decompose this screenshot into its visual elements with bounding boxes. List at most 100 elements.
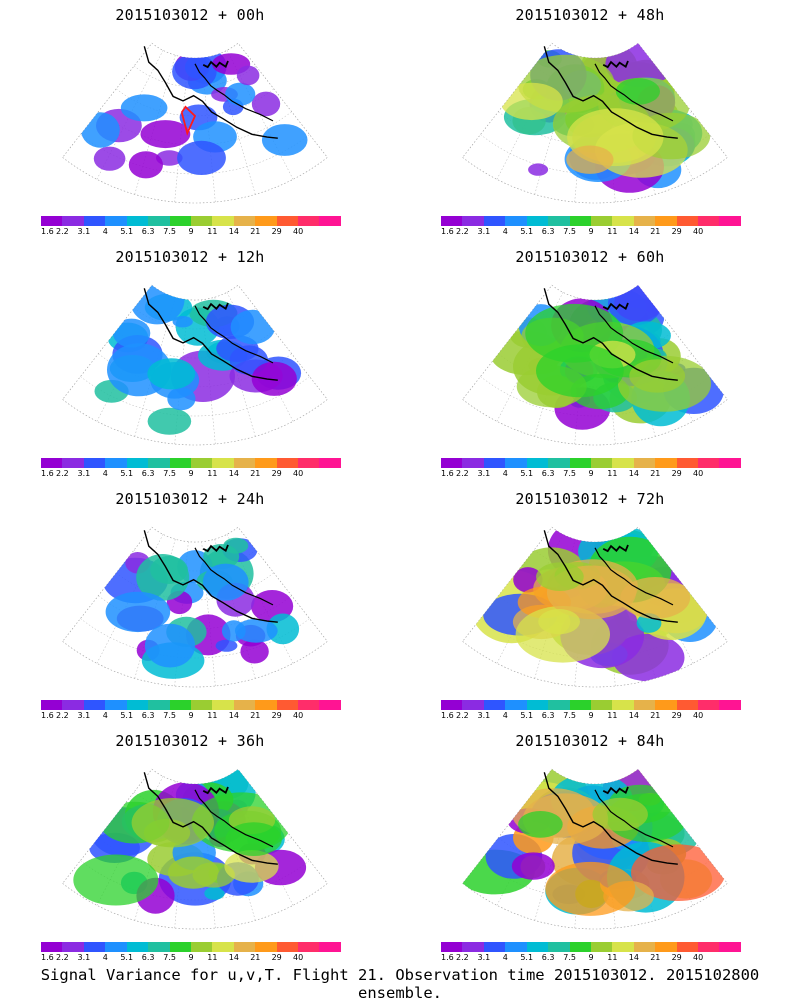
variance-contour bbox=[156, 150, 183, 166]
colorbar-label: 7.5 bbox=[563, 227, 576, 236]
coastline-arctic-islands bbox=[202, 544, 229, 553]
colorbar-label: 7.5 bbox=[163, 953, 176, 962]
panel-title: 2015103012 + 84h bbox=[515, 732, 665, 750]
variance-contour bbox=[615, 78, 660, 105]
variance-field bbox=[462, 769, 726, 916]
colorbar-label: 4 bbox=[102, 227, 108, 236]
variance-field bbox=[94, 285, 302, 435]
coastline-arctic-islands bbox=[602, 302, 629, 311]
variance-contour bbox=[73, 854, 159, 906]
variance-contour bbox=[629, 359, 686, 393]
map-canvas bbox=[462, 526, 728, 688]
colorbar-label: 9 bbox=[188, 953, 194, 962]
colorbar-label: 29 bbox=[671, 469, 682, 478]
colorbar-label: 3.1 bbox=[77, 469, 91, 478]
colorbar-label: 11 bbox=[607, 227, 618, 236]
colorbar-label: 14 bbox=[228, 227, 239, 236]
coastline bbox=[594, 305, 674, 364]
colorbar-swatch bbox=[526, 700, 549, 710]
colorbar-swatch bbox=[41, 942, 63, 952]
colorbar-swatches bbox=[441, 458, 741, 468]
colorbar-swatch bbox=[148, 458, 170, 468]
colorbar-label: 3.1 bbox=[477, 469, 491, 478]
coastline bbox=[143, 46, 278, 139]
colorbar-swatch bbox=[483, 700, 506, 710]
colorbar-swatch bbox=[676, 216, 699, 226]
variance-contour bbox=[240, 639, 269, 664]
variance-contour bbox=[112, 318, 151, 348]
colorbar: 1.6 2.2 3.1 4 5.1 6.3 7.5 9 11 14 21 29 40 bbox=[41, 942, 341, 968]
colorbar: 1.6 2.2 3.1 4 5.1 6.3 7.5 9 11 14 21 29 40 bbox=[41, 458, 341, 484]
colorbar-label: 6.3 bbox=[141, 953, 155, 962]
colorbar-label: 2.2 bbox=[456, 469, 469, 478]
colorbar-swatch bbox=[590, 458, 613, 468]
colorbar-label: 1.6 bbox=[441, 227, 454, 236]
panel-title: 2015103012 + 60h bbox=[515, 248, 665, 266]
colorbar-swatch bbox=[126, 458, 149, 468]
colorbar-swatch bbox=[105, 700, 127, 710]
colorbar-label: 29 bbox=[671, 953, 682, 962]
colorbar-swatch bbox=[169, 942, 191, 952]
variance-contour bbox=[192, 862, 235, 888]
colorbar: 1.6 2.2 3.1 4 5.1 6.3 7.5 9 11 14 21 29 40 bbox=[441, 216, 741, 242]
colorbar-swatch bbox=[298, 942, 320, 952]
coastline bbox=[143, 772, 278, 865]
colorbar-swatch bbox=[441, 458, 463, 468]
colorbar-swatch bbox=[633, 216, 656, 226]
colorbar-swatch bbox=[719, 216, 741, 226]
colorbar-swatch bbox=[105, 216, 127, 226]
colorbar-label: 11 bbox=[607, 953, 618, 962]
colorbar-label: 7.5 bbox=[563, 469, 576, 478]
coastline bbox=[594, 63, 674, 122]
colorbar-swatch bbox=[719, 942, 741, 952]
colorbar-labels: 1.6 2.2 3.1 4 5.1 6.3 7.5 9 11 14 21 29 40 bbox=[41, 227, 341, 239]
colorbar-label: 7.5 bbox=[563, 953, 576, 962]
map-panel: 2015103012 + 36h 1.6 2.2 3.1 4 5.1 6.3 7.5 9 11 1… bbox=[0, 726, 380, 968]
colorbar-swatch bbox=[212, 458, 234, 468]
colorbar-label: 3.1 bbox=[77, 711, 91, 720]
colorbar-label: 1.6 bbox=[441, 469, 454, 478]
colorbar-label: 9 bbox=[588, 469, 594, 478]
coastline bbox=[543, 288, 678, 381]
colorbar-label: 4 bbox=[102, 711, 108, 720]
colorbar-swatch bbox=[612, 942, 634, 952]
colorbar-swatch bbox=[441, 216, 463, 226]
colorbar-label: 2.2 bbox=[456, 227, 469, 236]
colorbar-swatch bbox=[148, 216, 170, 226]
colorbar-swatch bbox=[548, 700, 570, 710]
coastline-arctic-islands bbox=[602, 544, 629, 553]
colorbar-label: 4 bbox=[502, 711, 508, 720]
coastline-arctic-islands bbox=[602, 60, 629, 69]
colorbar-swatch bbox=[62, 700, 84, 710]
colorbar-swatch bbox=[676, 700, 699, 710]
variance-contour bbox=[172, 316, 193, 328]
colorbar-label: 4 bbox=[502, 227, 508, 236]
coastline-arctic-islands bbox=[602, 786, 629, 795]
colorbar-swatch bbox=[483, 942, 506, 952]
variance-contour bbox=[120, 94, 168, 122]
colorbar-label: 5.1 bbox=[120, 227, 134, 236]
variance-contour bbox=[631, 844, 726, 901]
colorbar-label: 21 bbox=[250, 469, 261, 478]
colorbar-swatch bbox=[169, 700, 191, 710]
colorbar-swatch bbox=[319, 216, 341, 226]
colorbar-label: 40 bbox=[293, 953, 304, 962]
colorbar-label: 29 bbox=[271, 953, 282, 962]
coastline bbox=[594, 547, 674, 606]
colorbar-swatch bbox=[483, 216, 506, 226]
colorbar-swatch bbox=[526, 216, 549, 226]
colorbar-swatch bbox=[255, 942, 277, 952]
panel-title: 2015103012 + 36h bbox=[115, 732, 265, 750]
colorbar-labels: 1.6 2.2 3.1 4 5.1 6.3 7.5 9 11 14 21 29 40 bbox=[441, 469, 741, 481]
variance-contour bbox=[140, 120, 191, 149]
colorbar-swatch bbox=[190, 216, 213, 226]
colorbar-swatch bbox=[719, 458, 741, 468]
coastline-arctic-islands bbox=[202, 302, 229, 311]
colorbar-swatch bbox=[569, 942, 591, 952]
colorbar-swatch bbox=[255, 700, 277, 710]
colorbar-swatch bbox=[41, 216, 63, 226]
colorbar-swatch bbox=[62, 942, 84, 952]
map-panel: 2015103012 + 00h 1.6 2.2 3.1 4 5.1 6.3 7.5 9 11 1… bbox=[0, 0, 380, 242]
colorbar-swatch bbox=[462, 458, 484, 468]
map-panel: 2015103012 + 72h 1.6 2.2 3.1 4 5.1 6.3 7.5 9 11 1… bbox=[400, 484, 780, 726]
